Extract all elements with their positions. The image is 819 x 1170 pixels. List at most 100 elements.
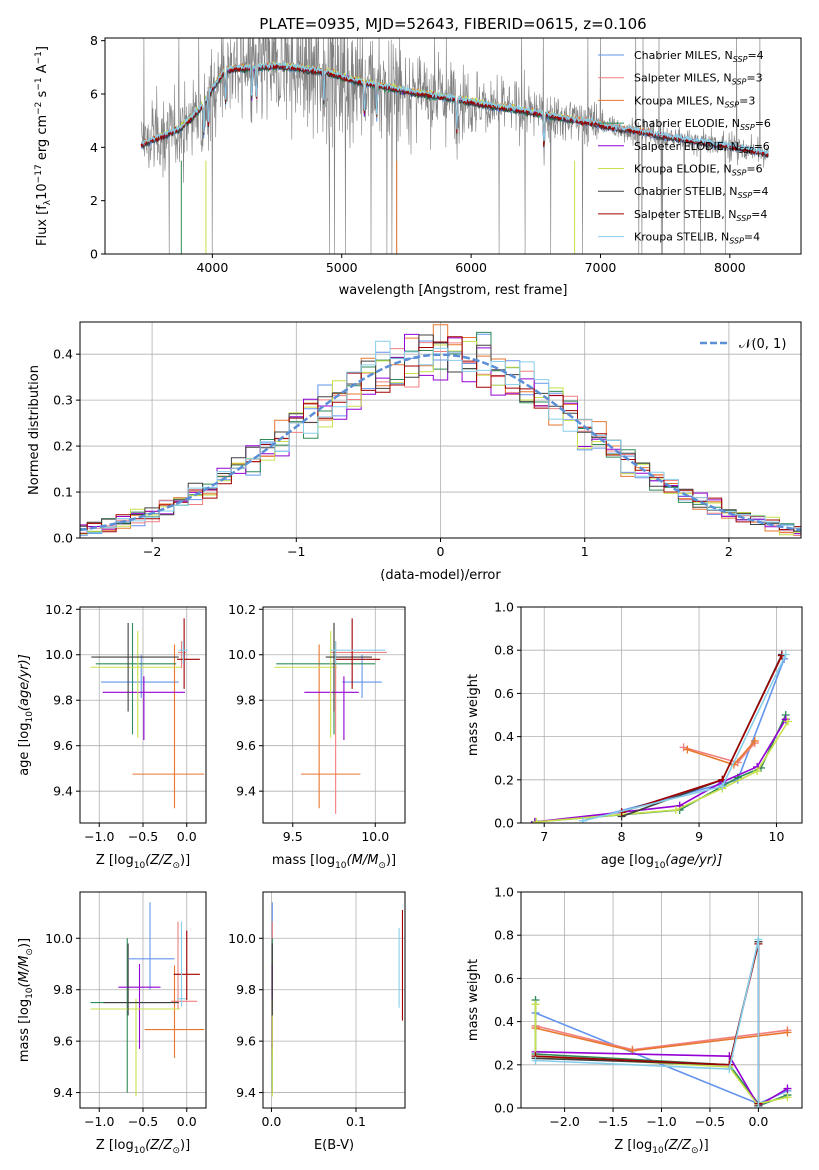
- legend-name: Chabrier ELODIE, N: [634, 117, 740, 130]
- weight-line-4: [534, 718, 787, 823]
- legend-label: Chabrier MILES, NSSP=4: [634, 49, 764, 64]
- y-tick-label: 0.2: [494, 772, 514, 787]
- weight-marker: [532, 817, 541, 823]
- y-tick-label: 1.0: [494, 600, 514, 615]
- y-axis-label-part: 10: [35, 183, 50, 200]
- x-tick-label: 7: [540, 829, 548, 844]
- x-axis-label-part: )]: [386, 853, 396, 868]
- y-axis-label-part: Flux [f: [35, 205, 50, 246]
- weight-line-4: [535, 1051, 788, 1107]
- x-axis-label: E(B-V): [314, 1138, 354, 1153]
- x-axis-label-part: mass [log: [272, 853, 335, 868]
- x-axis-label-part: ⊙: [172, 1146, 180, 1156]
- x-tick-label: 0.0: [262, 1114, 282, 1129]
- legend-sub: SSP: [724, 100, 739, 109]
- x-tick-label: 0.0: [748, 1114, 768, 1129]
- y-axis-label-part: )]: [17, 938, 32, 948]
- y-tick-label: 9.6: [53, 738, 73, 753]
- y-tick-label: 9.4: [53, 784, 73, 799]
- legend-sub: SSP: [736, 214, 751, 223]
- weight-marker: [750, 736, 759, 745]
- legend-sub: SSP: [738, 191, 753, 200]
- y-tick-label: 9.8: [53, 982, 73, 997]
- x-axis-label: Z [log10(Z/Z⊙)]: [614, 1138, 708, 1156]
- plot-area: [271, 902, 404, 1097]
- y-axis-label-part: (M/M: [17, 956, 32, 988]
- legend-count: =4: [744, 231, 760, 244]
- weight-marker: [718, 782, 727, 791]
- plot-area: [80, 324, 801, 536]
- x-axis-label-part: ⊙: [378, 861, 386, 871]
- y-axis-label: Normed distribution: [27, 365, 42, 495]
- y-tick-label: 8: [90, 33, 98, 48]
- x-axis-label-part: Z [log: [614, 1138, 652, 1153]
- plot-area: [531, 935, 792, 1108]
- legend-label: 𝒩(0, 1): [739, 337, 786, 352]
- weight-line-8: [535, 939, 760, 1108]
- y-tick-label: 0.0: [53, 531, 73, 546]
- legend-sub: SSP: [732, 78, 747, 87]
- legend-count: =3: [739, 94, 755, 107]
- y-axis-label-part: 10: [25, 711, 35, 723]
- legend-count: =6: [746, 163, 762, 176]
- legend-count: =4: [752, 185, 768, 198]
- x-axis-label-part: 10: [652, 1146, 664, 1156]
- x-axis-label-part: (Z/Z: [145, 1138, 173, 1153]
- y-axis-label-part: mass [log: [17, 999, 32, 1062]
- weight-line-5: [536, 721, 789, 823]
- x-axis-label-part: 10: [134, 861, 146, 871]
- y-axis-label-part: s: [35, 90, 50, 101]
- x-axis-label-part: Z [log: [96, 853, 134, 868]
- x-tick-label: 8000: [714, 260, 746, 275]
- y-axis-label-part: −1: [34, 77, 44, 90]
- weight-marker: [531, 1056, 540, 1065]
- x-tick-label: −0.5: [695, 1114, 725, 1129]
- residual-histogram-7: [80, 336, 801, 534]
- y-tick-label: 1.0: [494, 885, 514, 900]
- weight-line-6: [535, 941, 760, 1106]
- x-tick-label: 9: [695, 829, 703, 844]
- x-tick-label: −1.0: [646, 1114, 676, 1129]
- model-spectrum-8: [140, 61, 769, 155]
- weight-marker: [578, 816, 587, 823]
- x-axis-label: Z [log10(Z/Z⊙)]: [96, 1138, 190, 1156]
- legend-sub: SSP: [729, 237, 744, 246]
- x-axis-label: Z [log10(Z/Z⊙)]: [96, 853, 190, 871]
- plot-area: [274, 618, 387, 814]
- residual-histogram-3: [80, 331, 801, 533]
- y-tick-label: 10.2: [228, 602, 256, 617]
- y-tick-label: 9.8: [53, 693, 73, 708]
- legend-count: =3: [746, 72, 762, 85]
- y-axis-label-part: ⊙: [25, 948, 35, 956]
- x-axis-label-part: age [log: [601, 853, 654, 868]
- y-axis-label-part: A: [35, 64, 50, 77]
- y-tick-label: 0.0: [494, 1101, 514, 1116]
- legend-name: Salpeter STELIB, N: [634, 208, 736, 221]
- x-tick-label: −1.0: [84, 1114, 114, 1129]
- weight-line-7: [535, 943, 760, 1104]
- y-axis-label-part: −2: [34, 102, 44, 115]
- y-axis-label: mass weight: [466, 674, 481, 756]
- y-tick-label: 0.0: [494, 816, 514, 831]
- weight-marker: [783, 1028, 792, 1037]
- weight-marker: [671, 806, 680, 815]
- y-axis-label-part: ]: [35, 46, 50, 51]
- y-axis-label-part: age [log: [17, 723, 32, 776]
- y-tick-label: 9.6: [53, 1034, 73, 1049]
- plot-area: [90, 618, 205, 809]
- x-axis-label-part: Z [log: [96, 1138, 134, 1153]
- weight-marker: [683, 745, 692, 754]
- legend-label: Kroupa ELODIE, NSSP=6: [634, 163, 763, 178]
- legend-name: Kroupa MILES, N: [634, 94, 724, 107]
- legend-sub: SSP: [733, 55, 748, 64]
- legend-count: =6: [755, 117, 771, 130]
- residual-histogram-8: [80, 340, 801, 534]
- y-tick-label: 9.8: [236, 693, 256, 708]
- y-tick-label: 0.8: [494, 928, 514, 943]
- axes-frame: [262, 606, 406, 824]
- y-tick-label: 9.6: [236, 738, 256, 753]
- y-axis-label: mass [log10(M/M⊙)]: [17, 938, 35, 1062]
- legend-label: Salpeter MILES, NSSP=3: [634, 72, 763, 87]
- y-axis-label-part: −17: [34, 164, 44, 183]
